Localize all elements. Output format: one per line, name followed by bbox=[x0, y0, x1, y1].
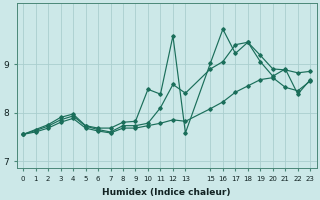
X-axis label: Humidex (Indice chaleur): Humidex (Indice chaleur) bbox=[102, 188, 231, 197]
